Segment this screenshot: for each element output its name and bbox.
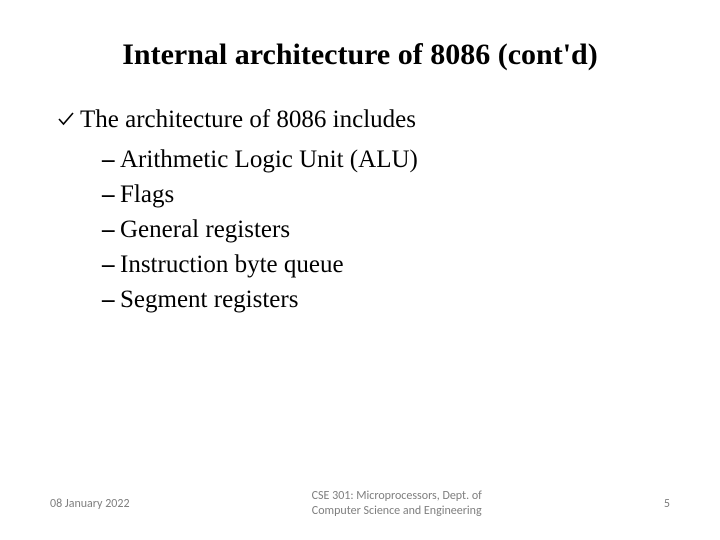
dash-icon: – bbox=[102, 212, 120, 247]
list-item: – General registers bbox=[102, 212, 670, 247]
list-item: – Segment registers bbox=[102, 282, 670, 317]
footer-course-line2: Computer Science and Engineering bbox=[312, 504, 482, 518]
list-item-text: Flags bbox=[120, 177, 174, 212]
dash-icon: – bbox=[102, 282, 120, 317]
sub-list: – Arithmetic Logic Unit (ALU) – Flags – … bbox=[58, 142, 670, 317]
footer-course-line1: CSE 301: Microprocessors, Dept. of bbox=[312, 489, 482, 503]
intro-line: The architecture of 8086 includes bbox=[58, 106, 670, 134]
list-item-text: Arithmetic Logic Unit (ALU) bbox=[120, 142, 418, 177]
dash-icon: – bbox=[102, 142, 120, 177]
footer-course: CSE 301: Microprocessors, Dept. of Compu… bbox=[130, 489, 664, 518]
dash-icon: – bbox=[102, 247, 120, 282]
slide: Internal architecture of 8086 (cont'd) T… bbox=[0, 0, 720, 540]
list-item: – Instruction byte queue bbox=[102, 247, 670, 282]
checkmark-icon bbox=[58, 106, 80, 134]
list-item: – Arithmetic Logic Unit (ALU) bbox=[102, 142, 670, 177]
content-block: The architecture of 8086 includes – Arit… bbox=[50, 106, 670, 317]
footer-date: 08 January 2022 bbox=[50, 497, 130, 511]
footer-page-number: 5 bbox=[664, 497, 670, 511]
list-item-text: Instruction byte queue bbox=[120, 247, 344, 282]
list-item: – Flags bbox=[102, 177, 670, 212]
list-item-text: General registers bbox=[120, 212, 290, 247]
list-item-text: Segment registers bbox=[120, 282, 298, 317]
intro-text: The architecture of 8086 includes bbox=[80, 106, 416, 134]
dash-icon: – bbox=[102, 177, 120, 212]
footer: 08 January 2022 CSE 301: Microprocessors… bbox=[0, 489, 720, 518]
slide-title: Internal architecture of 8086 (cont'd) bbox=[50, 38, 670, 72]
